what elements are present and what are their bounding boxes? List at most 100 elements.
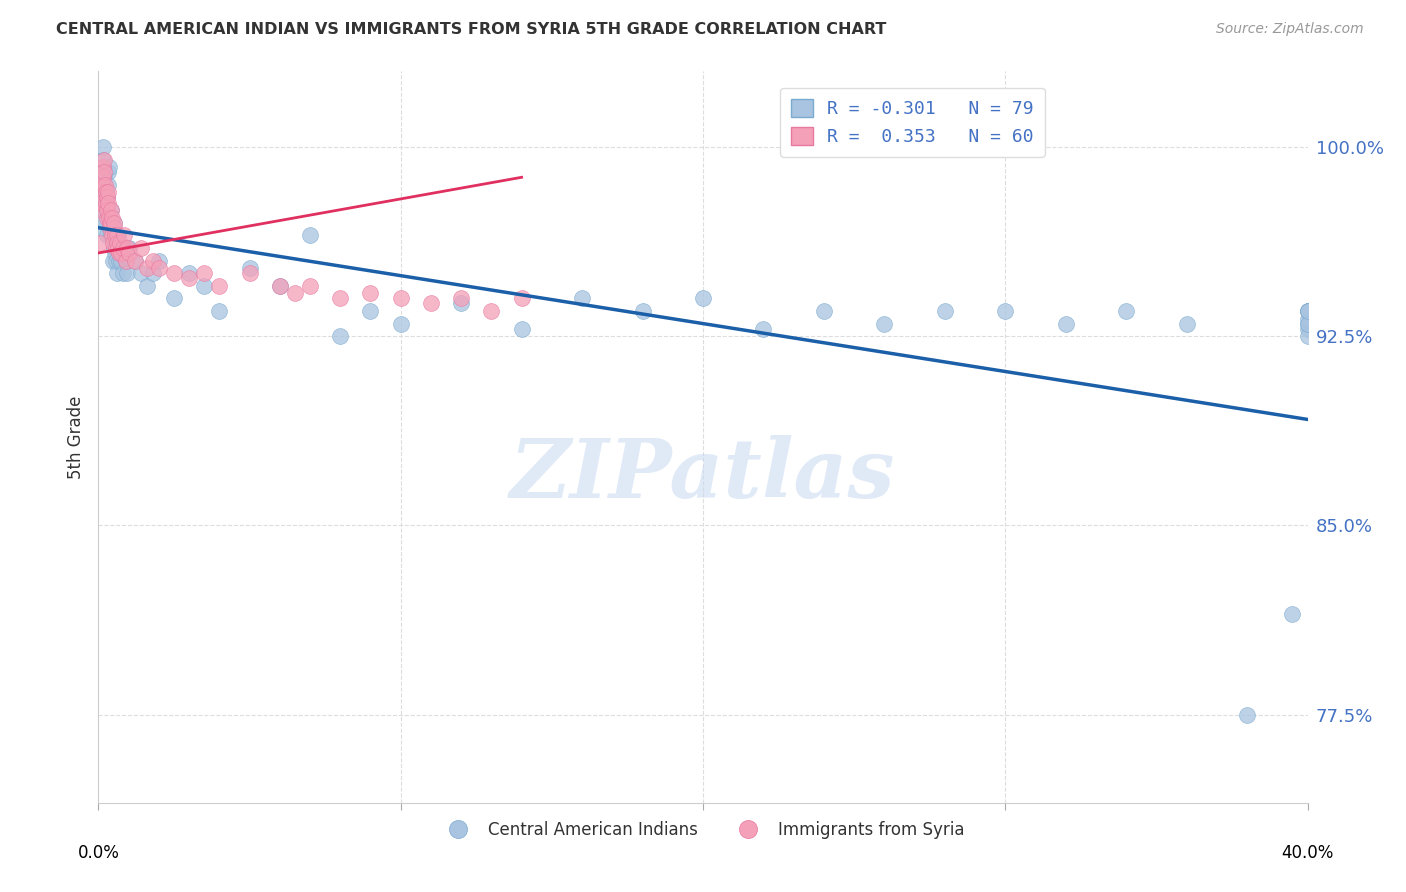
Point <box>101 220 124 235</box>
Point <box>284 286 307 301</box>
Y-axis label: 5th Grade: 5th Grade <box>66 395 84 479</box>
Point <box>110 246 132 260</box>
Point <box>93 165 115 179</box>
Text: CENTRAL AMERICAN INDIAN VS IMMIGRANTS FROM SYRIA 5TH GRADE CORRELATION CHART: CENTRAL AMERICAN INDIAN VS IMMIGRANTS FR… <box>56 22 887 37</box>
Point <box>1296 329 1319 343</box>
Point <box>135 261 157 276</box>
Point <box>108 246 131 260</box>
Point <box>103 241 125 255</box>
Point <box>692 291 714 305</box>
Point <box>329 329 352 343</box>
Point <box>108 235 131 250</box>
Point <box>163 291 186 305</box>
Point <box>142 266 165 280</box>
Point <box>91 170 114 185</box>
Point <box>299 278 322 293</box>
Point <box>360 286 382 301</box>
Point <box>100 228 122 243</box>
Point <box>100 203 122 218</box>
Point <box>93 170 115 185</box>
Point <box>93 153 115 167</box>
Point <box>91 140 114 154</box>
Point <box>105 228 128 243</box>
Point <box>1054 317 1077 331</box>
Text: 0.0%: 0.0% <box>77 845 120 863</box>
Point <box>93 203 115 218</box>
Point <box>89 220 111 235</box>
Point <box>112 228 135 243</box>
Point <box>96 190 118 204</box>
Point <box>100 216 122 230</box>
Point <box>1236 707 1258 722</box>
Point <box>329 291 352 305</box>
Point <box>239 261 262 276</box>
Point <box>481 304 503 318</box>
Point <box>115 266 138 280</box>
Point <box>98 216 121 230</box>
Point <box>813 304 835 318</box>
Point <box>108 253 131 268</box>
Point <box>510 321 533 335</box>
Point <box>98 160 121 174</box>
Point <box>91 178 114 192</box>
Point <box>94 186 117 200</box>
Point <box>101 253 124 268</box>
Point <box>163 266 186 280</box>
Point <box>1296 317 1319 331</box>
Point <box>91 160 114 174</box>
Point <box>105 266 128 280</box>
Point <box>1296 311 1319 326</box>
Point <box>90 186 112 200</box>
Point <box>752 321 775 335</box>
Legend: Central American Indians, Immigrants from Syria: Central American Indians, Immigrants fro… <box>434 814 972 846</box>
Point <box>631 304 654 318</box>
Point <box>89 235 111 250</box>
Point <box>90 178 112 192</box>
Point <box>360 304 382 318</box>
Point <box>1281 607 1303 621</box>
Point <box>104 246 127 260</box>
Point <box>208 304 231 318</box>
Point <box>104 253 127 268</box>
Point <box>100 216 122 230</box>
Point <box>129 241 152 255</box>
Point <box>97 178 120 192</box>
Point <box>101 211 124 225</box>
Text: Source: ZipAtlas.com: Source: ZipAtlas.com <box>1216 22 1364 37</box>
Point <box>299 228 322 243</box>
Point <box>111 266 134 280</box>
Point <box>208 278 231 293</box>
Point <box>91 153 114 167</box>
Point <box>148 261 170 276</box>
Point <box>94 195 117 210</box>
Point <box>1296 317 1319 331</box>
Point <box>114 253 136 268</box>
Point <box>135 278 157 293</box>
Point <box>104 228 127 243</box>
Point <box>239 266 262 280</box>
Point <box>115 241 138 255</box>
Point <box>103 216 125 230</box>
Point <box>110 253 132 268</box>
Point <box>179 266 201 280</box>
Point <box>510 291 533 305</box>
Point <box>994 304 1017 318</box>
Point <box>97 165 120 179</box>
Point <box>96 190 118 204</box>
Point <box>96 203 118 218</box>
Point <box>96 228 118 243</box>
Point <box>129 266 152 280</box>
Point <box>450 291 472 305</box>
Point <box>1175 317 1198 331</box>
Point <box>97 186 120 200</box>
Point <box>179 271 201 285</box>
Point <box>107 241 129 255</box>
Point <box>103 216 125 230</box>
Point <box>118 246 141 260</box>
Point <box>98 220 121 235</box>
Point <box>142 253 165 268</box>
Point <box>94 165 117 179</box>
Point <box>269 278 291 293</box>
Point <box>100 203 122 218</box>
Point <box>103 220 125 235</box>
